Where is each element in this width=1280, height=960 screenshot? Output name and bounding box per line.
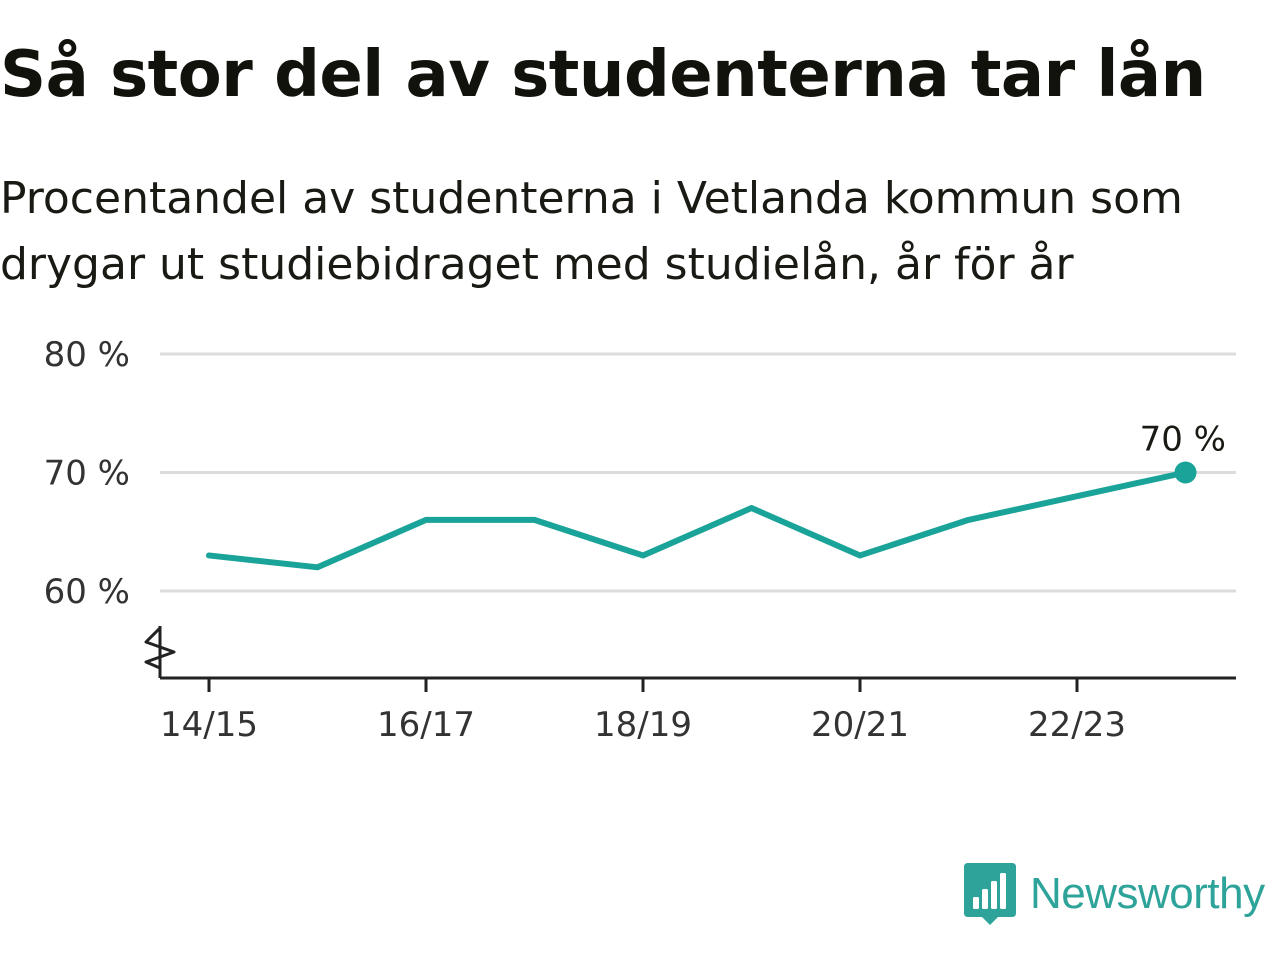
x-tick-label: 22/23 xyxy=(1028,705,1126,745)
y-axis-ticks: 60 % 70 % 80 % xyxy=(44,335,130,612)
x-tick-label: 14/15 xyxy=(160,705,258,745)
chart-title: Så stor del av studenterna tar lån xyxy=(0,38,1206,112)
bar-chart-speech-bubble-icon xyxy=(964,863,1016,925)
gridlines xyxy=(160,352,1236,593)
series-line xyxy=(206,469,1189,571)
y-tick-label: 80 % xyxy=(44,335,130,375)
axes xyxy=(144,626,1236,680)
brand-name: Newsworthy xyxy=(1030,869,1265,918)
newsworthy-logo: Newsworthy xyxy=(964,862,1265,926)
x-tick-label: 18/19 xyxy=(594,705,692,745)
end-point-marker xyxy=(1174,461,1197,484)
chart-subtitle: Procentandel av studenterna i Vetlanda k… xyxy=(0,173,1183,290)
series: 70 % xyxy=(206,420,1226,571)
y-tick-label: 60 % xyxy=(44,572,130,612)
axis-break-mark xyxy=(144,626,176,670)
x-tick-label: 20/21 xyxy=(811,705,909,745)
end-value-label: 70 % xyxy=(1140,420,1226,460)
y-tick-label: 70 % xyxy=(44,454,130,494)
x-axis-ticks: 14/15 16/17 18/19 20/21 22/23 xyxy=(160,678,1126,745)
x-tick-label: 16/17 xyxy=(377,705,475,745)
